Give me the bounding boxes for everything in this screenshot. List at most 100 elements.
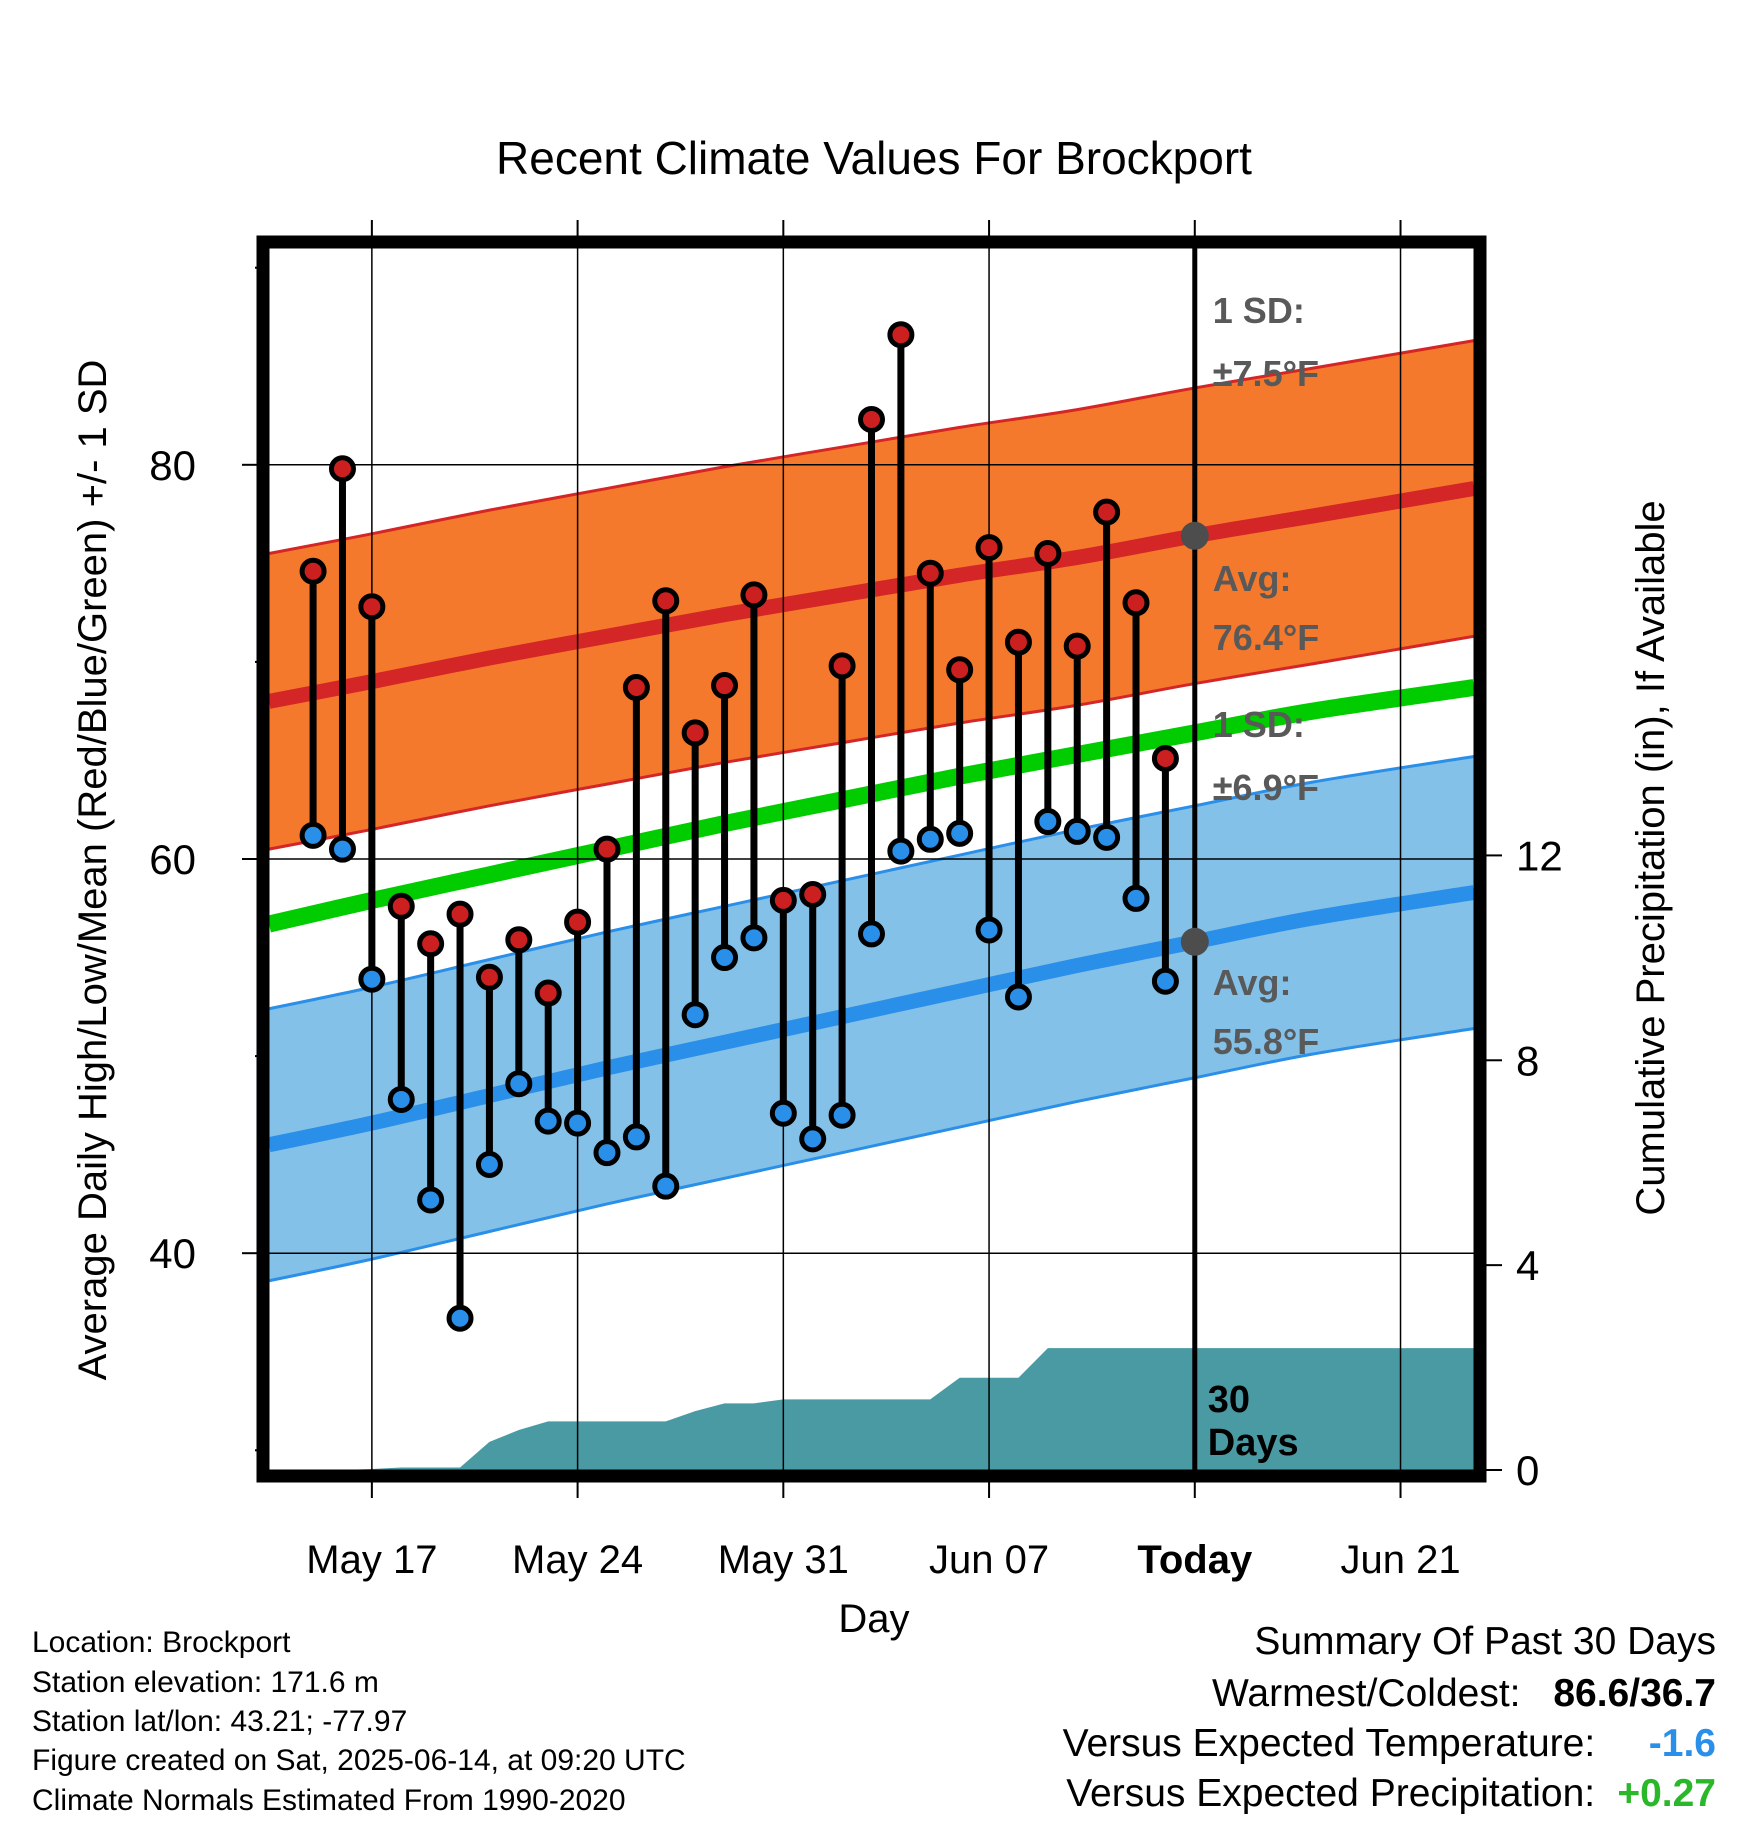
low-point [711,944,739,972]
high-point [711,672,739,700]
high-point [887,321,915,349]
high-point [387,892,415,920]
low-point [652,1172,680,1200]
low-point [799,1125,827,1153]
annotations: 1 SD: ±7.5°F Avg: 76.4°F 1 SD: ±6.9°F Avg: 55.8… [1213,290,1319,1062]
low-point [975,916,1003,944]
low-sd-value: ±6.9°F [1213,767,1319,808]
y-left-tick-label-1: 60 [149,836,196,883]
y-right-tick-label-3: 12 [1516,832,1563,879]
high-point [652,587,680,615]
chart-title: Recent Climate Values For Brockport [496,132,1252,184]
cumulative-precip-area [283,1348,1475,1470]
low-point [358,965,386,993]
low-point [622,1123,650,1151]
today-low-avg-marker [1180,927,1209,956]
today-high-avg-marker [1180,521,1209,550]
low-point [887,837,915,865]
y-left-axis-title: Average Daily High/Low/Mean (Red/Blue/Gr… [71,360,115,1381]
summary-temp: Versus Expected Temperature: -1.6 [1063,1722,1716,1766]
summary-warm-cold-label: Warmest/Coldest: [1212,1672,1521,1715]
low-point [1063,817,1091,845]
summary-title: Summary Of Past 30 Days [1254,1620,1716,1663]
low-point [828,1101,856,1129]
summary-warm-cold: Warmest/Coldest: 86.6/36.7 [1212,1672,1716,1716]
today-days-word: Days [1208,1422,1299,1464]
high-point [1063,632,1091,660]
high-point [299,557,327,585]
y-right-tick-label-2: 8 [1516,1037,1539,1084]
high-point [799,880,827,908]
high-point [475,963,503,991]
high-point [1151,744,1179,772]
today-days-count: 30 [1208,1379,1250,1421]
x-tick-label-5: Jun 21 [1340,1538,1460,1582]
high-point [593,835,621,863]
high-sd-label: 1 SD: [1213,290,1305,331]
info-created: Figure created on Sat, 2025-06-14, at 09… [32,1744,686,1777]
high-point [534,979,562,1007]
high-point [916,559,944,587]
low-point [916,825,944,853]
high-point [1004,628,1032,656]
low-point [417,1186,445,1214]
low-point [769,1099,797,1127]
x-tick-label-1: May 24 [512,1538,643,1582]
info-elevation: Station elevation: 171.6 m [32,1666,379,1699]
y-right-tick-label-0: 0 [1516,1447,1539,1494]
low-point [446,1304,474,1332]
x-tick-label-3: Jun 07 [929,1538,1049,1582]
x-tick-label-0: May 17 [306,1538,437,1582]
low-point [1093,823,1121,851]
summary-precip-label: Versus Expected Precipitation: [1066,1772,1596,1815]
summary-temp-value: -1.6 [1648,1722,1716,1765]
high-point [681,719,709,747]
high-avg-value: 76.4°F [1213,617,1319,658]
high-point [417,930,445,958]
low-point [593,1139,621,1167]
high-point [946,656,974,684]
precip-area [283,1348,1475,1470]
high-avg-label: Avg: [1213,558,1292,599]
high-sd-value: ±7.5°F [1213,353,1319,394]
low-point [564,1109,592,1137]
high-point [505,926,533,954]
high-point [858,405,885,433]
low-point [1004,983,1032,1011]
low-sd-label: 1 SD: [1213,704,1305,745]
summary-precip: Versus Expected Precipitation: +0.27 [1066,1772,1716,1816]
high-point [358,593,386,621]
low-point [740,924,768,952]
summary-warm-cold-value: 86.6/36.7 [1553,1672,1716,1715]
low-avg-label: Avg: [1213,962,1292,1003]
low-point [299,821,327,849]
high-point [1093,498,1121,526]
low-point [475,1151,503,1178]
high-point [769,886,797,914]
y-left-tick-label-2: 80 [149,442,196,489]
high-point [1122,589,1150,617]
high-point [1034,540,1062,567]
low-avg-value: 55.8°F [1213,1021,1319,1062]
summary-temp-label: Versus Expected Temperature: [1062,1722,1596,1765]
high-point [446,900,474,928]
high-point [622,674,650,702]
info-latlon: Station lat/lon: 43.21; -77.97 [32,1705,408,1738]
low-point [858,920,885,948]
x-axis-title: Day [838,1597,909,1641]
info-normals: Climate Normals Estimated From 1990-2020 [32,1784,626,1817]
plot-border [256,235,1487,1483]
summary-precip-value: +0.27 [1617,1772,1716,1815]
high-point [564,908,592,936]
low-point [534,1107,562,1135]
high-band-upper-edge [268,339,1475,555]
low-point [1122,884,1150,912]
high-point [975,534,1003,562]
low-point [328,835,356,863]
high-avg-line [267,481,1476,709]
low-point [946,819,974,847]
y-right-tick-label-1: 4 [1516,1242,1539,1289]
info-location: Location: Brockport [32,1626,291,1659]
